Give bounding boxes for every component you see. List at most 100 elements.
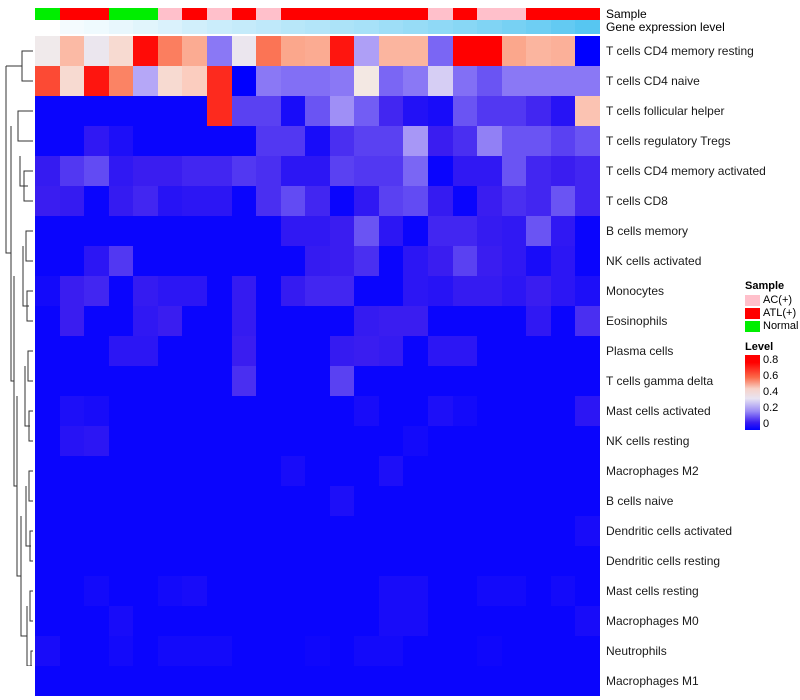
heatmap-cell [526,96,551,126]
heatmap-row [35,126,600,156]
heatmap-cell [231,186,257,216]
heatmap-cell [378,126,404,156]
heatmap-row [35,306,600,336]
heatmap-cell [84,486,109,516]
heatmap-cell [501,126,527,156]
heatmap-cell [354,486,379,516]
heatmap-cell [84,126,109,156]
heatmap-cell [378,426,404,456]
heatmap-cell [526,426,551,456]
heatmap-cell [84,216,109,246]
heatmap-cell [575,576,600,606]
sample-annotation-cell [35,8,60,20]
heatmap-cell [108,36,134,66]
heatmap-cell [403,486,428,516]
heatmap-cell [550,306,576,336]
heatmap-cell [35,66,60,96]
heatmap-cell [280,606,306,636]
heatmap-cell [403,516,428,546]
heatmap-cell [378,336,404,366]
legend-entry: Normal [745,320,800,333]
heatmap-cell [305,276,330,306]
heatmap-cell [403,66,428,96]
heatmap-cell [256,516,281,546]
heatmap-cell [452,276,478,306]
row-label: Macrophages M1 [606,674,699,688]
heatmap-cell [84,666,109,696]
heatmap-row [35,396,600,426]
sample-annotation-cell [280,8,306,20]
row-label: Macrophages M0 [606,614,699,628]
heatmap-cell [575,636,600,666]
heatmap-cell [256,216,281,246]
heatmap-cell [550,276,576,306]
heatmap-cell [575,396,600,426]
heatmap-cell [452,576,478,606]
heatmap-cell [550,36,576,66]
heatmap-cell [280,126,306,156]
heatmap-cell [378,276,404,306]
heatmap-cell [256,486,281,516]
row-label: Plasma cells [606,344,674,358]
heatmap-cell [59,546,85,576]
heatmap-cell [206,336,232,366]
sample-annotation-cell [354,8,379,20]
heatmap-cell [403,186,428,216]
heatmap-cell [526,396,551,426]
heatmap-cell [452,246,478,276]
level-tick-list: 0.8 0.6 0.4 0.2 0 [763,355,800,430]
heatmap-cell [329,366,355,396]
row-label: T cells regulatory Tregs [606,134,731,148]
heatmap-cell [354,156,379,186]
heatmap-cell [526,246,551,276]
heatmap-row [35,606,600,636]
heatmap-cell [329,516,355,546]
heatmap-cell [477,66,502,96]
heatmap-cell [206,126,232,156]
heatmap-cell [452,366,478,396]
heatmap-cell [35,606,60,636]
heatmap-cell [550,186,576,216]
heatmap-cell [84,186,109,216]
heatmap-cell [84,636,109,666]
heatmap-cell [403,276,428,306]
heatmap-cell [501,546,527,576]
heatmap-cell [329,126,355,156]
heatmap-cell [108,246,134,276]
heatmap-cell [59,246,85,276]
heatmap-cell [59,516,85,546]
heatmap-cell [477,276,502,306]
heatmap-cell [403,306,428,336]
heatmap-cell [526,186,551,216]
heatmap-cell [354,516,379,546]
heatmap-cell [206,516,232,546]
heatmap-row [35,246,600,276]
gene-expression-cell [354,20,379,34]
heatmap-cell [35,666,60,696]
heatmap-cell [206,576,232,606]
heatmap-cell [305,96,330,126]
level-tick-label: 0 [763,418,770,430]
heatmap-cell [157,336,183,366]
heatmap-cell [501,306,527,336]
row-label: Eosinophils [606,314,668,328]
heatmap-cell [59,216,85,246]
gene-expression-cell [182,20,207,34]
heatmap-cell [35,516,60,546]
heatmap-cell [550,156,576,186]
heatmap-cell [452,156,478,186]
heatmap-row [35,576,600,606]
sample-annotation-cell [403,8,428,20]
heatmap-cell [403,156,428,186]
sample-annotation-cell [206,8,232,20]
heatmap-cell [231,96,257,126]
heatmap-cell [477,606,502,636]
heatmap-cell [526,576,551,606]
heatmap-cell [575,216,600,246]
heatmap-cell [378,396,404,426]
heatmap-cell [526,606,551,636]
heatmap-cell [452,606,478,636]
heatmap-cell [477,636,502,666]
heatmap-cell [157,246,183,276]
heatmap-cell [575,126,600,156]
